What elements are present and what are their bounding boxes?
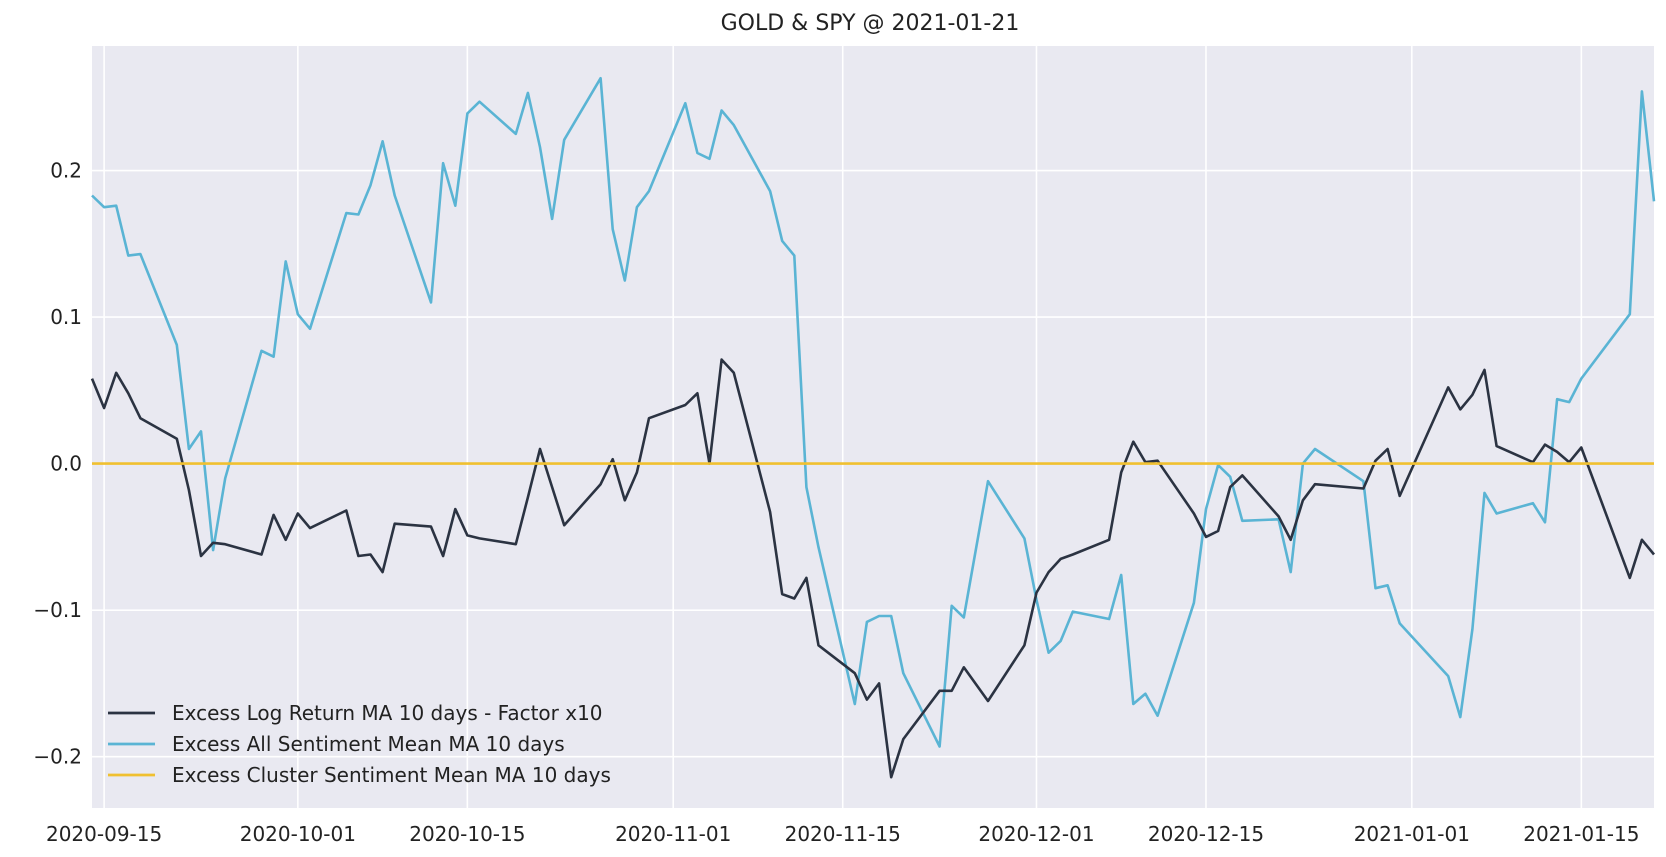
series-line-2 xyxy=(91,76,1656,748)
plot-area xyxy=(92,46,1654,808)
x-tick-label: 2020-12-01 xyxy=(978,822,1094,846)
y-tick-label: −0.2 xyxy=(33,745,82,769)
legend-label: Excess All Sentiment Mean MA 10 days xyxy=(172,732,565,756)
chart-title: GOLD & SPY @ 2021-01-21 xyxy=(721,11,1020,36)
y-tick-label: −0.1 xyxy=(33,598,82,622)
legend: Excess Log Return MA 10 days - Factor x1… xyxy=(108,701,611,787)
x-tick-label: 2020-09-15 xyxy=(46,822,162,846)
x-tick-label: 2020-11-01 xyxy=(615,822,731,846)
x-tick-label: 2020-10-01 xyxy=(240,822,356,846)
x-tick-label: 2020-10-15 xyxy=(409,822,525,846)
legend-label: Excess Log Return MA 10 days - Factor x1… xyxy=(172,701,603,725)
series-line-1 xyxy=(90,358,1656,779)
legend-label: Excess Cluster Sentiment Mean MA 10 days xyxy=(172,763,611,787)
x-axis-ticks: 2020-09-15 2020-10-01 2020-10-15 2020-11-01… xyxy=(46,822,1639,846)
y-tick-label: 0.0 xyxy=(50,452,82,476)
y-tick-label: 0.1 xyxy=(50,305,82,329)
x-tick-label: 2020-11-15 xyxy=(785,822,901,846)
y-axis-ticks: −0.2 −0.1 0.0 0.1 0.2 xyxy=(33,159,82,769)
x-tick-label: 2020-12-15 xyxy=(1148,822,1264,846)
series-layer xyxy=(90,76,1656,779)
y-tick-label: 0.2 xyxy=(50,159,82,183)
x-tick-label: 2021-01-15 xyxy=(1523,822,1639,846)
x-tick-label: 2021-01-01 xyxy=(1354,822,1470,846)
